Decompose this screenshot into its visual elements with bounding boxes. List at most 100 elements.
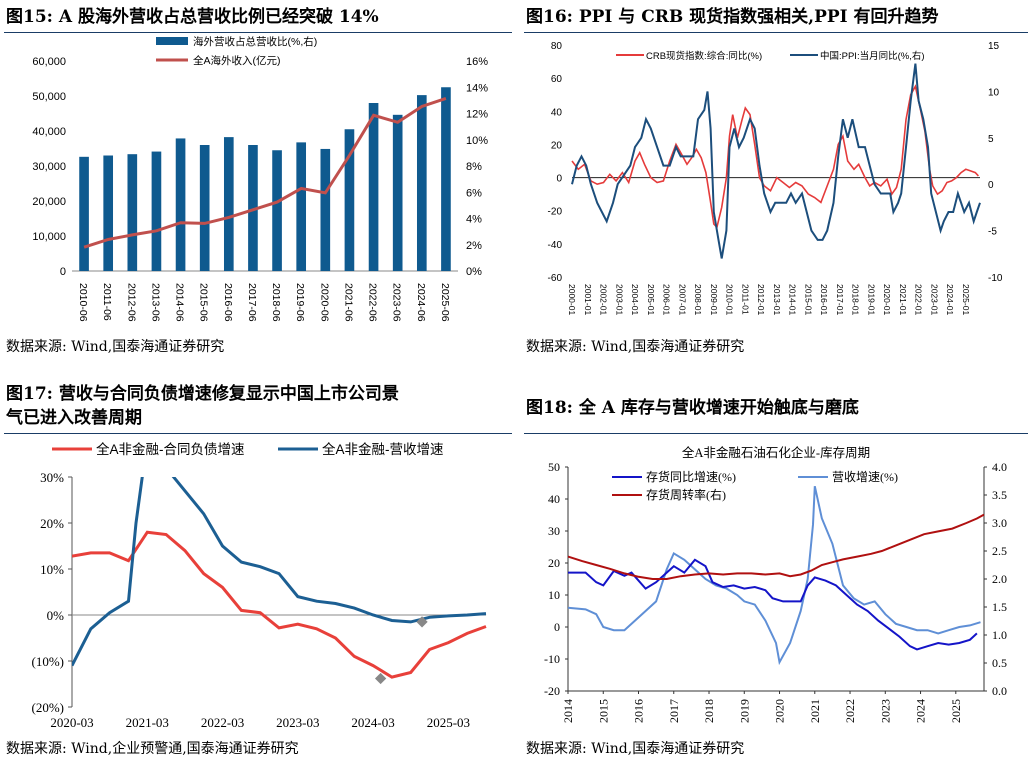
x-tick: 2009-01 [709, 284, 719, 315]
legend-revenue: 全A非金融-营收增速 [322, 441, 444, 457]
y-right-tick: 8% [466, 161, 482, 173]
bar [392, 114, 403, 271]
y-right-tick: 10% [466, 135, 488, 147]
y-left-tick: -20 [544, 684, 560, 698]
x-tick: 2024-06 [415, 283, 427, 322]
x-tick: 2021-03 [126, 715, 169, 730]
legend-swatch-bar [156, 37, 188, 45]
y-right-tick: 1.5 [992, 600, 1007, 614]
x-tick: 2016-01 [819, 284, 829, 315]
x-tick: 2015 [596, 699, 610, 723]
y-tick: 20% [40, 516, 64, 531]
bar [103, 155, 114, 271]
x-tick: 2007-01 [677, 284, 687, 315]
y-right-tick: 1.0 [992, 628, 1007, 642]
y-right-tick: 0.0 [992, 684, 1007, 698]
y-right-tick: 3.0 [992, 516, 1007, 530]
y-left-tick: 0 [556, 174, 562, 185]
chart18: 全A非金融石油石化企业-库存周期 -20 -10 0 10 20 30 40 50 0.0 0.5 1… [544, 445, 1007, 723]
x-tick: 2021 [808, 699, 822, 723]
y-left-tick: 10,000 [32, 231, 66, 243]
y-right-tick: 6% [466, 187, 482, 199]
x-tick: 2019-01 [866, 284, 876, 315]
bar [223, 137, 234, 271]
legend-revenue: 营收增速(%) [832, 470, 898, 484]
y-right-tick: -10 [988, 273, 1003, 284]
bar [441, 87, 451, 271]
y-tick: 30% [40, 470, 64, 485]
y-left-tick: 20,000 [32, 196, 66, 208]
y-right-tick: 0 [988, 180, 994, 191]
fig16-rule [524, 32, 1028, 33]
legend-inventory: 存货同比增速(%) [646, 469, 736, 484]
x-tick: 2013-06 [149, 283, 161, 322]
x-tick: 2018-06 [270, 283, 282, 322]
y-right-tick: -5 [988, 227, 997, 238]
x-tick: 2025 [949, 699, 963, 723]
x-tick: 2014-01 [788, 284, 798, 315]
line-ppi [571, 63, 981, 259]
fig18-source: 数据来源: Wind,国泰海通证券研究 [526, 741, 745, 757]
chart18-title: 全A非金融石油石化企业-库存周期 [682, 445, 870, 460]
x-tick: 2011-06 [101, 283, 113, 321]
y-right-tick: 0.5 [992, 656, 1007, 670]
y-left-tick: 60,000 [32, 56, 66, 68]
fig16-source: 数据来源: Wind,国泰海通证券研究 [526, 339, 745, 355]
line-revenue-growth [567, 485, 981, 666]
x-tick: 2016 [632, 699, 646, 723]
x-tick: 2018 [702, 699, 716, 723]
x-tick: 2011-01 [740, 284, 750, 315]
fig18-rule [524, 433, 1028, 434]
y-right-tick: 2.5 [992, 544, 1007, 558]
chart16: -60 -40 -20 0 20 40 60 80 -10 -5 0 5 10 15 2000-01 2001… [548, 41, 1003, 315]
y-right-tick: 10 [988, 87, 1000, 98]
marker-diamond [374, 672, 387, 685]
x-tick: 2015-06 [198, 283, 210, 322]
x-tick: 2005-01 [646, 284, 656, 315]
y-left-tick: 0 [60, 266, 66, 278]
y-left-tick: 50 [548, 460, 560, 474]
y-tick: 10% [40, 562, 64, 577]
y-right-tick: 2% [466, 240, 482, 252]
x-tick: 2025-03 [427, 715, 470, 730]
x-tick: 2004-01 [630, 284, 640, 315]
bar [248, 145, 258, 271]
y-left-tick: 30,000 [32, 161, 66, 173]
y-right-tick: 4% [466, 214, 482, 226]
chart17: (20%) (10%) 0% 10% 20% 30% 2020-03 2021-03 2022-… [32, 441, 487, 730]
y-left-tick: -10 [544, 652, 560, 666]
line-contract-liabilities [72, 530, 487, 679]
bar [175, 138, 186, 271]
y-right-tick: 16% [466, 56, 488, 68]
x-tick: 2022-01 [914, 284, 924, 315]
x-tick: 2002-01 [599, 284, 609, 315]
panel-fig15: 图15: A 股海外营收占总营收比例已经突破 14% 0 10,000 20,000… [0, 0, 516, 381]
x-tick: 2020-01 [882, 284, 892, 315]
fig18-title: 图18: 全 A 库存与营收增速开始触底与磨底 [526, 398, 859, 418]
y-left-tick: 40,000 [32, 126, 66, 138]
legend-turnover: 存货周转率(右) [646, 487, 726, 502]
x-tick: 2025-06 [439, 283, 451, 322]
x-tick: 2017-06 [246, 283, 258, 322]
line-overseas-revenue [83, 96, 447, 249]
x-tick: 2020-03 [50, 715, 93, 730]
y-right-tick: 15 [988, 41, 1000, 52]
panel-fig16: 图16: PPI 与 CRB 现货指数强相关,PPI 有回升趋势 -60 -40-… [520, 0, 1032, 381]
x-tick: 2015-01 [803, 284, 813, 315]
y-left-tick: -60 [548, 273, 563, 284]
y-left-tick: 40 [551, 107, 563, 118]
bar [296, 142, 307, 271]
y-left-tick: 50,000 [32, 91, 66, 103]
fig15-source: 数据来源: Wind,国泰海通证券研究 [6, 339, 225, 355]
x-tick: 2008-01 [693, 284, 703, 315]
x-tick: 2012-01 [756, 284, 766, 315]
y-left-tick: 20 [548, 556, 560, 570]
line-inventory-growth [568, 558, 978, 651]
fig17-source: 数据来源: Wind,企业预警通,国泰海通证券研究 [6, 741, 299, 757]
x-tick: 2022-03 [201, 715, 244, 730]
fig15-rule [4, 32, 512, 33]
y-left-tick: 30 [548, 524, 560, 538]
fig17-title: 图17: 营收与合同负债增速修复显示中国上市公司景 [6, 384, 399, 404]
x-tick: 2023-01 [929, 284, 939, 315]
panel-fig18: 图18: 全 A 库存与营收增速开始触底与磨底 全A非金融石油石化企业-库存周期… [520, 381, 1032, 762]
